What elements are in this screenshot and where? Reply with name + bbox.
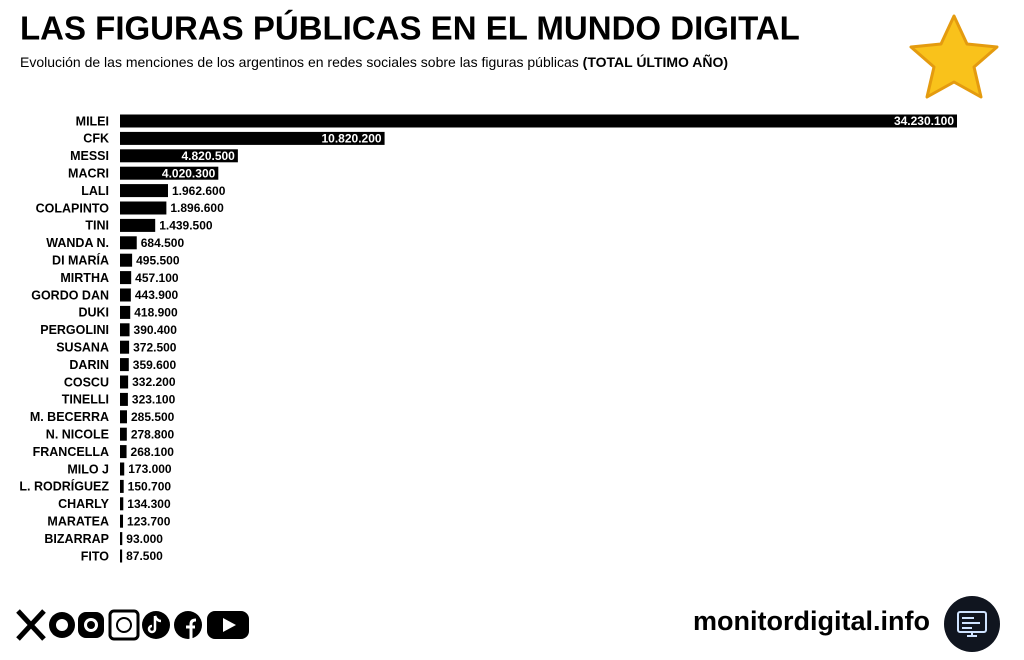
value-label: 134.300	[127, 497, 171, 511]
category-label: CFK	[83, 132, 109, 146]
value-label: 123.700	[127, 514, 171, 528]
value-label: 93.000	[126, 532, 163, 546]
bar	[120, 549, 123, 563]
subtitle: Evolución de las menciones de los argent…	[20, 54, 579, 70]
value-label: 173.000	[128, 462, 172, 476]
bar	[120, 358, 129, 372]
category-label: L. RODRÍGUEZ	[19, 479, 109, 494]
footer-site: monitordigital.info	[693, 606, 930, 636]
bar	[120, 253, 133, 267]
value-label: 457.100	[135, 271, 179, 285]
bar	[120, 479, 124, 493]
star-icon	[909, 14, 999, 99]
category-label: SUSANA	[56, 340, 109, 354]
subtitle-note: (TOTAL ÚLTIMO AÑO)	[583, 53, 728, 70]
bar	[120, 410, 127, 424]
bar	[120, 201, 167, 215]
value-label: 34.230.100	[894, 114, 954, 128]
value-label: 87.500	[126, 549, 163, 563]
category-label: DUKI	[78, 306, 109, 320]
value-label: 1.962.600	[172, 184, 226, 198]
value-label: 150.700	[128, 480, 172, 494]
category-label: MILO J	[67, 462, 109, 476]
category-label: CHARLY	[58, 497, 110, 511]
bar	[120, 184, 168, 198]
bar	[120, 375, 129, 389]
value-label: 285.500	[131, 410, 175, 424]
category-label: GORDO DAN	[31, 288, 109, 302]
value-label: 390.400	[134, 323, 178, 337]
bar	[120, 131, 385, 145]
bar	[120, 236, 137, 250]
bar	[120, 218, 156, 232]
value-label: 495.500	[136, 253, 180, 267]
category-label: N. NICOLE	[46, 427, 109, 441]
category-label: MESSI	[70, 149, 109, 163]
category-label: COLAPINTO	[36, 201, 110, 215]
category-label: WANDA N.	[46, 236, 109, 250]
value-label: 268.100	[131, 445, 175, 459]
value-label: 372.500	[133, 340, 177, 354]
value-label: 4.020.300	[162, 166, 216, 180]
bar	[120, 271, 132, 285]
bar	[120, 323, 130, 337]
value-label: 1.439.500	[159, 219, 213, 233]
value-label: 332.200	[132, 375, 176, 389]
category-label: MARATEA	[47, 514, 109, 528]
chart-title: LAS FIGURAS PÚBLICAS EN EL MUNDO DIGITAL	[20, 10, 800, 47]
category-label: MACRI	[68, 166, 109, 180]
category-label: TINI	[85, 219, 109, 233]
bar	[120, 497, 124, 511]
bar	[120, 288, 131, 302]
value-label: 323.100	[132, 393, 176, 407]
bar	[120, 514, 124, 528]
value-label: 10.820.200	[322, 132, 382, 146]
value-label: 4.820.500	[181, 149, 235, 163]
bar	[120, 532, 123, 546]
category-label: DARIN	[69, 358, 109, 372]
category-label: M. BECERRA	[30, 410, 109, 424]
category-label: DI MARÍA	[52, 252, 109, 267]
bar	[120, 445, 127, 459]
bar	[120, 166, 219, 180]
category-label: TINELLI	[62, 393, 109, 407]
category-label: PERGOLINI	[40, 323, 109, 337]
bar	[120, 305, 131, 319]
category-label: COSCU	[64, 375, 109, 389]
value-label: 684.500	[141, 236, 185, 250]
value-label: 443.900	[135, 288, 179, 302]
bar	[120, 340, 130, 354]
chart-subtitle: Evolución de las menciones de los argent…	[20, 53, 728, 70]
bar	[120, 462, 125, 476]
category-label: LALI	[81, 184, 109, 198]
bar	[120, 149, 238, 163]
monitor-icon	[944, 596, 1000, 652]
category-label: MILEI	[76, 114, 109, 128]
category-label: BIZARRAP	[44, 532, 109, 546]
category-label: MIRTHA	[60, 271, 109, 285]
value-label: 1.896.600	[170, 201, 224, 215]
value-label: 418.900	[134, 306, 178, 320]
bar	[120, 392, 128, 406]
bar	[120, 114, 957, 128]
bar	[120, 427, 127, 441]
category-label: FITO	[81, 549, 110, 563]
value-label: 278.800	[131, 427, 175, 441]
category-label: FRANCELLA	[33, 445, 109, 459]
social-icons	[16, 609, 249, 641]
value-label: 359.600	[133, 358, 177, 372]
